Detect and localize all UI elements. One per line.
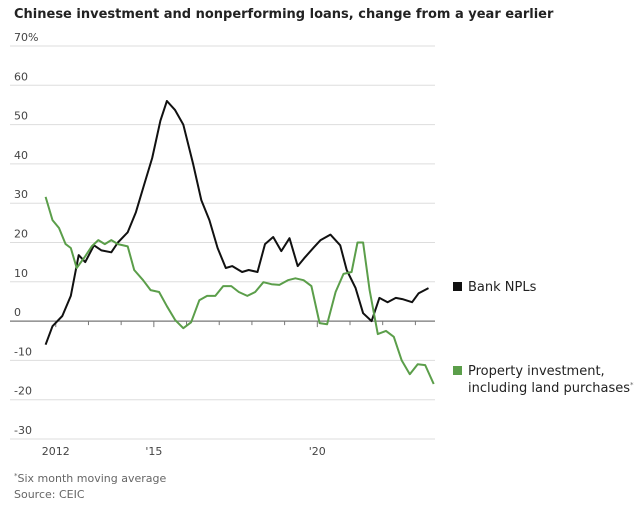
x-tick-label: '15 <box>145 445 162 458</box>
legend-note-marker: * <box>630 381 634 389</box>
series-line <box>44 196 435 385</box>
legend-swatch <box>453 282 462 291</box>
y-tick-label: 40 <box>14 149 28 162</box>
x-tick-label: '20 <box>309 445 326 458</box>
y-tick-label: -10 <box>14 345 32 358</box>
chart-title: Chinese investment and nonperforming loa… <box>14 7 554 22</box>
y-tick-label: 60 <box>14 70 28 83</box>
y-tick-label: 70% <box>14 31 38 44</box>
footnote-marker: * <box>14 472 18 480</box>
legend-label: Property investment, including land purch… <box>468 364 634 396</box>
legend-line: Property investment, <box>468 364 605 379</box>
y-tick-label: -20 <box>14 385 32 398</box>
y-tick-label: 30 <box>14 188 28 201</box>
y-tick-label: 50 <box>14 110 28 123</box>
y-tick-label: 0 <box>14 306 21 319</box>
y-tick-label: -30 <box>14 424 32 437</box>
y-tick-label: 20 <box>14 228 28 241</box>
x-tick-label: 2012 <box>42 445 70 458</box>
legend-swatch <box>453 366 462 375</box>
legend-label: Bank NPLs <box>468 280 537 295</box>
series-line <box>44 100 429 346</box>
legend-line: including land purchases <box>468 381 630 396</box>
y-tick-label: 10 <box>14 267 28 280</box>
footnote: *Six month moving average <box>14 472 166 485</box>
source: Source: CEIC <box>14 488 85 501</box>
footnote-text: Six month moving average <box>18 472 167 485</box>
